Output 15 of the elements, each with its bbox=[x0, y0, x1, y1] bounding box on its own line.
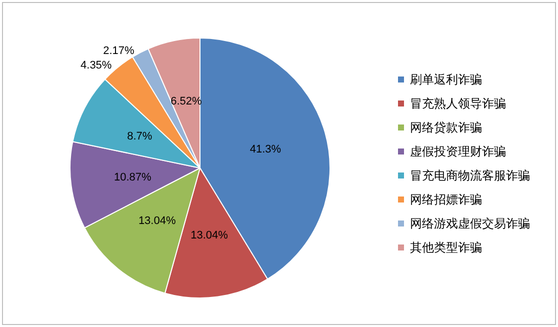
legend-label: 冒充电商物流客服诈骗 bbox=[410, 168, 530, 182]
legend-label: 网络招嫖诈骗 bbox=[410, 192, 482, 206]
data-label: 13.04% bbox=[190, 229, 228, 242]
legend-label: 网络游戏虚假交易诈骗 bbox=[410, 216, 530, 230]
legend-label: 网络贷款诈骗 bbox=[410, 120, 482, 134]
legend-label: 其他类型诈骗 bbox=[410, 240, 482, 254]
data-label: 8.7% bbox=[127, 130, 152, 143]
legend-label: 冒充熟人领导诈骗 bbox=[410, 96, 506, 110]
legend-label: 虚假投资理财诈骗 bbox=[410, 144, 506, 158]
data-label: 13.04% bbox=[138, 214, 176, 227]
data-label: 4.35% bbox=[80, 60, 112, 72]
legend-label: 刷单返利诈骗 bbox=[410, 72, 482, 86]
data-label: 2.17% bbox=[103, 44, 134, 57]
data-label: 10.87% bbox=[114, 171, 152, 184]
data-label: 41.3% bbox=[250, 144, 282, 156]
